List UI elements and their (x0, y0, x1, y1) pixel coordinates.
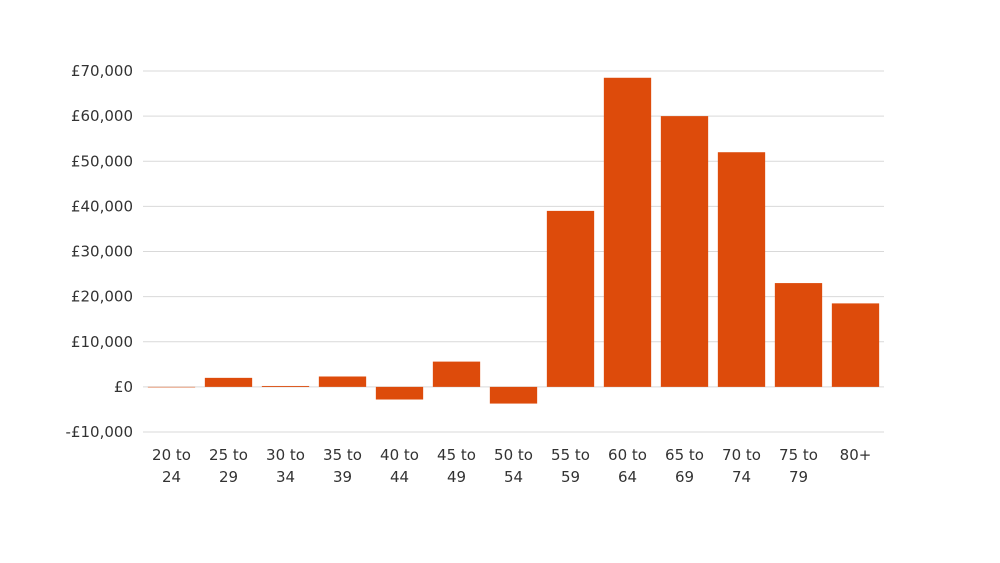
bar (147, 386, 196, 388)
y-tick-label: £0 (114, 378, 133, 396)
x-tick-label: 75 to 79 (779, 446, 818, 486)
y-axis-tick-labels: -£10,000 £0 £10,000 £20,000 £30,000 £40,000 £5… (66, 62, 133, 441)
y-tick-label: £50,000 (71, 152, 133, 170)
bar (489, 386, 538, 404)
x-axis-tick-labels: 20 to 24 25 to 29 30 to 34 35 to 39 40 to 44 45 to… (152, 446, 871, 486)
x-tick-label: 50 to 54 (494, 446, 533, 486)
x-tick-label: 60 to 64 (608, 446, 647, 486)
y-tick-label: -£10,000 (66, 423, 133, 441)
bar (774, 283, 823, 387)
x-tick-label: 65 to 69 (665, 446, 704, 486)
x-tick-label: 80+ (840, 446, 872, 464)
x-tick-label: 25 to 29 (209, 446, 248, 486)
bar (660, 116, 709, 387)
x-tick-label: 55 to 59 (551, 446, 590, 486)
bar (204, 377, 253, 387)
x-tick-label: 70 to 74 (722, 446, 761, 486)
bar (546, 210, 595, 387)
y-tick-label: £10,000 (71, 333, 133, 351)
y-tick-label: £30,000 (71, 243, 133, 261)
bar (261, 385, 310, 387)
bar (432, 361, 481, 387)
bar (603, 77, 652, 387)
x-tick-label: 45 to 49 (437, 446, 476, 486)
bar (375, 386, 424, 400)
y-tick-label: £20,000 (71, 288, 133, 306)
bar (717, 152, 766, 387)
x-tick-label: 35 to 39 (323, 446, 362, 486)
y-tick-label: £60,000 (71, 107, 133, 125)
y-tick-label: £40,000 (71, 197, 133, 215)
bar (831, 303, 880, 387)
bar (318, 376, 367, 387)
y-tick-label: £70,000 (71, 62, 133, 80)
gridlines (143, 70, 884, 433)
x-tick-label: 30 to 34 (266, 446, 305, 486)
bars (147, 77, 880, 404)
x-tick-label: 20 to 24 (152, 446, 191, 486)
x-tick-label: 40 to 44 (380, 446, 419, 486)
